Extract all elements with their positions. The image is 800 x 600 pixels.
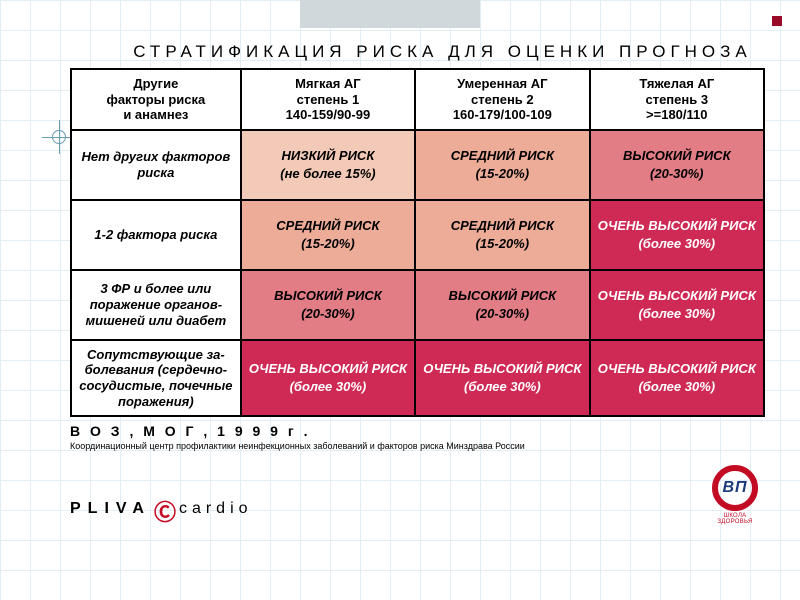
col-header-2: Умеренная АГ степень 2 160-179/100-109 <box>415 69 589 130</box>
pliva-text: PLIVA <box>70 500 151 518</box>
col-header-0: Другие факторы риска и анамнез <box>71 69 241 130</box>
risk-table: Другие факторы риска и анамнез Мягкая АГ… <box>70 68 765 417</box>
pliva-c-icon: Ⓒ <box>154 495 176 527</box>
risk-cell: ОЧЕНЬ ВЫСОКИЙ РИСК(более 30%) <box>241 340 415 416</box>
row-label-3: Сопутствующие за-болевания (сердечно-сос… <box>71 340 241 416</box>
risk-cell: СРЕДНИЙ РИСК(15-20%) <box>415 200 589 270</box>
risk-cell: ВЫСОКИЙ РИСК(20-30%) <box>415 270 589 340</box>
row-label-0: Нет других факторов риска <box>71 130 241 200</box>
risk-cell: ВЫСОКИЙ РИСК(20-30%) <box>241 270 415 340</box>
risk-cell: СРЕДНИЙ РИСК(15-20%) <box>415 130 589 200</box>
bp-sub: ШКОЛА ЗДОРОВЬЯ <box>705 513 765 525</box>
risk-cell: ОЧЕНЬ ВЫСОКИЙ РИСК(более 30%) <box>590 340 764 416</box>
table-row: 3 ФР и более или поражение органов-мишен… <box>71 270 764 340</box>
col-header-1: Мягкая АГ степень 1 140-159/90-99 <box>241 69 415 130</box>
slide-title: СТРАТИФИКАЦИЯ РИСКА ДЛЯ ОЦЕНКИ ПРОГНОЗА <box>120 42 765 62</box>
row-label-2: 3 ФР и более или поражение органов-мишен… <box>71 270 241 340</box>
risk-cell: СРЕДНИЙ РИСК(15-20%) <box>241 200 415 270</box>
slide-content: СТРАТИФИКАЦИЯ РИСКА ДЛЯ ОЦЕНКИ ПРОГНОЗА … <box>70 30 765 562</box>
bp-ring-icon: ВП <box>712 465 758 511</box>
table-row: Нет других факторов риска НИЗКИЙ РИСК(не… <box>71 130 764 200</box>
center-line: Координационный центр профилактики неинф… <box>70 441 765 451</box>
table-row: Сопутствующие за-болевания (сердечно-сос… <box>71 340 764 416</box>
risk-cell: ОЧЕНЬ ВЫСОКИЙ РИСК(более 30%) <box>415 340 589 416</box>
risk-cell: ВЫСОКИЙ РИСК(20-30%) <box>590 130 764 200</box>
pliva-cardio-logo: PLIVA Ⓒ cardio <box>70 493 253 525</box>
col-header-3: Тяжелая АГ степень 3 >=180/110 <box>590 69 764 130</box>
table-row: 1-2 фактора риска СРЕДНИЙ РИСК(15-20%) С… <box>71 200 764 270</box>
row-label-1: 1-2 фактора риска <box>71 200 241 270</box>
risk-cell: ОЧЕНЬ ВЫСОКИЙ РИСК(более 30%) <box>590 200 764 270</box>
accent-square <box>772 16 782 26</box>
table-header-row: Другие факторы риска и анамнез Мягкая АГ… <box>71 69 764 130</box>
source-line: В О З , М О Г , 1 9 9 9 г . <box>70 423 765 439</box>
risk-cell: НИЗКИЙ РИСК(не более 15%) <box>241 130 415 200</box>
risk-cell: ОЧЕНЬ ВЫСОКИЙ РИСК(более 30%) <box>590 270 764 340</box>
cardio-text: cardio <box>179 500 253 518</box>
bp-logo: ВП ШКОЛА ЗДОРОВЬЯ <box>705 465 765 525</box>
